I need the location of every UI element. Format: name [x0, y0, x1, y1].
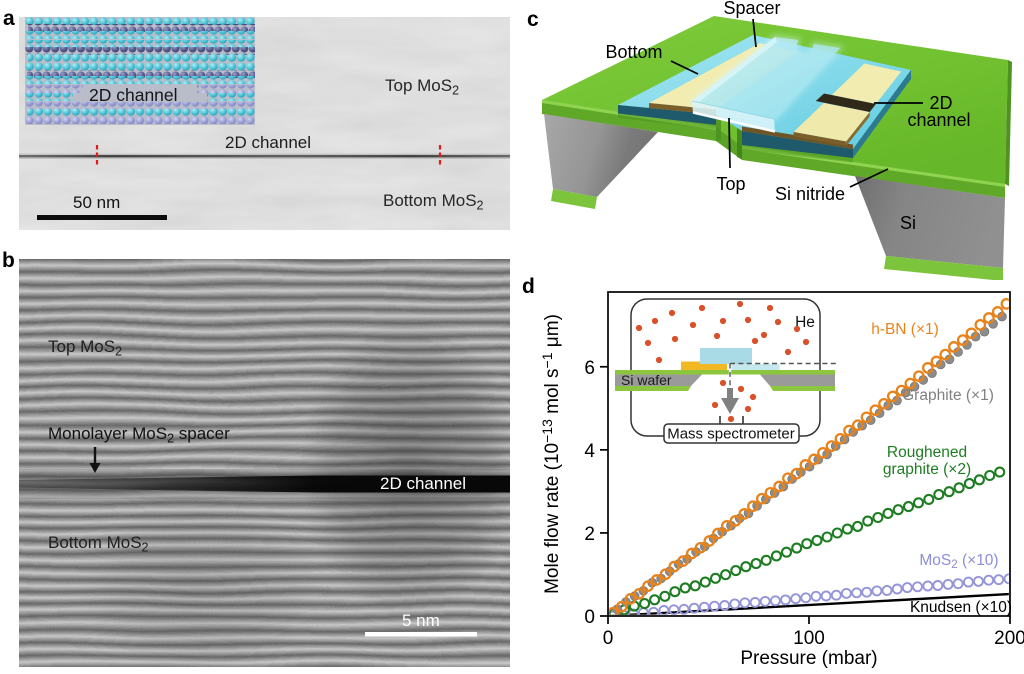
mass-spectrometer-label: Mass spectrometer [667, 426, 795, 443]
channel-groove [815, 93, 876, 112]
panel-c-top-label: Top [716, 174, 745, 194]
panel-a-atomistic-inset: 2D channel [25, 17, 255, 125]
graphite-series-label: Graphite (×1) [902, 387, 994, 404]
panel-a-channel-label: 2D channel [225, 133, 311, 152]
panel-c-channel-label-1: 2D [929, 93, 952, 113]
panel-b-top-label: Top MoS2 [48, 337, 122, 359]
inset-gas-label: He [795, 314, 815, 331]
si-block-right [855, 176, 1005, 268]
series-rough_graphite [609, 466, 1006, 615]
gas-molecules-below [711, 379, 757, 423]
panel-c-bottom-label: Bottom [605, 42, 662, 62]
gas-molecules [635, 300, 810, 364]
series-hbn [609, 298, 1009, 615]
panel-b-scalebar [365, 632, 477, 637]
hbn-series-label: h-BN (×1) [871, 321, 939, 338]
chart-series-layer [609, 298, 1009, 615]
panel-b-tem-image: Top MoS2 Monolayer MoS2 spacer 2D channe… [19, 259, 510, 667]
y-tick-label: 2 [584, 524, 595, 545]
panel-a-letter: a [3, 7, 15, 30]
mos2-series-label: MoS2 (×10) [919, 552, 998, 571]
x-tick-label: 100 [793, 628, 825, 649]
spacer-lower-right [793, 103, 870, 142]
panel-a-bottom-label: Bottom MoS2 [383, 191, 484, 213]
panel-c-callout-lines [670, 18, 923, 188]
panel-d-letter: d [522, 275, 535, 298]
panel-a-tem-image: 2D channel Top MoS2 2D channel Bottom Mo… [19, 17, 510, 230]
spacer-arrow [89, 447, 101, 473]
y-tick-label: 4 [584, 441, 595, 462]
x-axis-ticks: 0 100 200 [603, 616, 1024, 649]
series-knudsen [609, 592, 1009, 615]
panel-a-channel-line [19, 155, 510, 158]
top-crystal [686, 34, 845, 133]
panel-c-letter: c [527, 8, 539, 31]
panel-a-scalebar [37, 215, 167, 220]
inset-wafer-stack: Si wafer [615, 348, 835, 391]
panel-a-scalebar-label: 50 nm [73, 193, 120, 212]
y-tick-label: 0 [584, 607, 595, 628]
x-tick-label: 0 [603, 628, 614, 649]
y-tick-label: 6 [584, 358, 595, 379]
x-axis-label: Pressure (mbar) [740, 648, 877, 669]
panel-c-si-nitride-label: Si nitride [775, 184, 845, 204]
panel-b-bottom-label: Bottom MoS2 [48, 533, 149, 555]
panel-b-channel-band [19, 475, 510, 493]
panel-c-spacer-label: Spacer [723, 0, 780, 18]
flow-arrow [721, 388, 739, 414]
mass-spectrometer-box [663, 423, 800, 444]
panel-b-letter: b [2, 249, 15, 272]
rough-graphite-series-label-2: graphite (×2) [883, 461, 971, 478]
inset-bottom-crystal [731, 364, 780, 370]
y-axis-label: Mole flow rate (10−13 mol s−1 μm) [539, 314, 563, 594]
membrane-front-faces [542, 100, 1005, 198]
inset-top-crystal [700, 348, 752, 364]
inset-channel-label: 2D channel [89, 85, 178, 105]
experiment-inset: He [615, 298, 837, 444]
y-axis-ticks: 0 2 4 6 [584, 358, 608, 628]
rough-graphite-series-label-1: Roughened [887, 444, 967, 461]
panel-c-si-label: Si [900, 213, 916, 233]
panel-b-scalebar-label: 5 nm [402, 611, 440, 630]
x-tick-label: 200 [994, 628, 1024, 649]
series-mos2 [609, 573, 1009, 615]
flow-path [729, 362, 837, 389]
knudsen-series-label: Knudsen (×10) [910, 599, 1012, 616]
panel-c-channel-label-2: channel [907, 110, 970, 130]
bottom-crystal-front [618, 105, 716, 125]
panel-a-top-label: Top MoS2 [385, 76, 459, 98]
inset-spacer [681, 361, 727, 370]
spacer-upper-right [831, 63, 902, 104]
panel-b-spacer-label: Monolayer MoS2 spacer [48, 424, 230, 446]
panel-b-channel-label: 2D channel [380, 474, 466, 493]
panel-c-schematic: Spacer Bottom Top 2D channel Si nitride … [542, 0, 1012, 280]
inset-wafer-label: Si wafer [621, 372, 672, 388]
si-leg-left [544, 114, 658, 197]
panel-d-chart: 0 100 200 0 2 4 6 Pressure (mbar) Mole flow r… [539, 291, 1024, 669]
